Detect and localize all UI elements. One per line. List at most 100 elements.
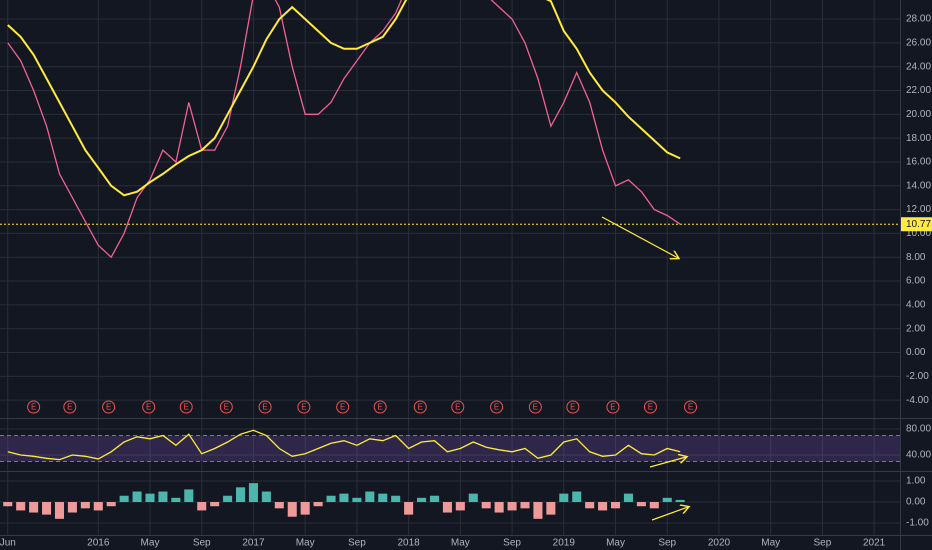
y-tick-label: 0.00 (906, 347, 926, 358)
earnings-label: E (262, 403, 267, 412)
macd-bar (533, 502, 543, 519)
price-line (7, 0, 681, 259)
y-tick-label: 24.00 (906, 61, 931, 72)
macd-bar (429, 495, 440, 503)
macd-bar (636, 502, 646, 507)
earnings-marker (336, 400, 350, 414)
x-tick-label: May (606, 538, 625, 549)
macd-bar (119, 495, 129, 503)
y-tick-label: 4.00 (906, 300, 926, 311)
earnings-label: E (67, 403, 72, 412)
macd-bar (29, 502, 39, 513)
annotation-arrow (651, 507, 688, 521)
macd-bar (274, 502, 284, 509)
x-tick-label: 2019 (553, 538, 576, 549)
y-tick-label: 6.00 (906, 276, 926, 287)
earnings-label: E (224, 403, 229, 412)
x-tick-label: Sep (658, 538, 676, 549)
last-price-label: 10.77 (906, 219, 931, 230)
macd-bar (391, 495, 401, 503)
macd-bar (184, 489, 194, 503)
macd-bar (67, 502, 77, 513)
y-tick-label: 1.00 (906, 476, 926, 487)
macd-bar (352, 497, 362, 503)
earnings-label: E (688, 403, 693, 412)
price-line (7, 0, 681, 197)
earnings-label: E (494, 403, 499, 412)
earnings-marker (258, 400, 272, 414)
macd-bar (339, 493, 349, 503)
x-tick-label: 2021 (863, 538, 886, 549)
macd-bar (248, 483, 258, 503)
macd-bar (481, 502, 491, 509)
x-tick-label: May (451, 538, 470, 549)
macd-bar (378, 493, 388, 503)
y-tick-label: 26.00 (906, 38, 931, 49)
earnings-label: E (648, 403, 653, 412)
rsi-band (0, 435, 900, 462)
x-tick-label: Sep (503, 538, 521, 549)
earnings-label: E (301, 403, 306, 412)
earnings-marker (413, 400, 427, 414)
macd-bar (365, 491, 375, 503)
macd-bar (235, 487, 246, 503)
macd-bar (287, 502, 297, 517)
earnings-label: E (146, 403, 151, 412)
y-tick-label: 0.00 (906, 497, 926, 508)
earnings-label: E (570, 403, 575, 412)
x-tick-label: May (761, 538, 780, 549)
macd-bar (80, 502, 90, 509)
earnings-label: E (106, 403, 111, 412)
macd-bar (675, 499, 685, 503)
y-tick-label: 16.00 (906, 157, 931, 168)
earnings-marker (27, 400, 41, 414)
earnings-label: E (31, 403, 36, 412)
macd-bar (261, 491, 271, 503)
macd-bar (93, 502, 103, 511)
x-tick-label: May (141, 538, 160, 549)
y-tick-label: 28.00 (906, 14, 931, 25)
macd-bar (300, 502, 310, 515)
earnings-label: E (610, 403, 615, 412)
x-tick-label: 2018 (397, 538, 420, 549)
earnings-marker (373, 400, 387, 414)
macd-bar (132, 491, 142, 503)
macd-bar (649, 502, 659, 509)
y-tick-label: 18.00 (906, 133, 931, 144)
earnings-marker (490, 400, 504, 414)
earnings-marker (179, 400, 193, 414)
earnings-label: E (378, 403, 383, 412)
macd-bar (16, 502, 26, 511)
y-tick-label: 10.00 (906, 228, 931, 239)
annotation-arrow (601, 216, 678, 258)
x-tick-label: Jun (0, 538, 16, 549)
macd-bar (210, 502, 220, 507)
macd-bar (507, 502, 517, 511)
macd-bar (313, 502, 323, 507)
earnings-label: E (533, 403, 538, 412)
y-tick-label: 80.00 (906, 424, 931, 435)
macd-bar (610, 502, 621, 509)
macd-bar (546, 502, 556, 515)
macd-bar (468, 493, 478, 503)
earnings-marker (528, 400, 542, 414)
earnings-marker (297, 400, 311, 414)
x-tick-label: 2017 (242, 538, 265, 549)
earnings-marker (684, 400, 698, 414)
macd-bar (585, 502, 595, 509)
earnings-label: E (418, 403, 423, 412)
macd-bar (171, 497, 181, 503)
earnings-label: E (340, 403, 345, 412)
macd-bar (54, 502, 65, 519)
macd-bar (623, 493, 633, 503)
x-tick-label: May (296, 538, 315, 549)
macd-bar (3, 502, 13, 507)
macd-bar (520, 502, 530, 509)
y-tick-label: -4.00 (906, 395, 929, 406)
y-tick-label: 40.00 (906, 450, 931, 461)
annotation-arrow (649, 457, 686, 468)
y-tick-label: -1.00 (906, 518, 929, 529)
macd-bar (106, 502, 116, 507)
y-tick-label: 20.00 (906, 109, 931, 120)
